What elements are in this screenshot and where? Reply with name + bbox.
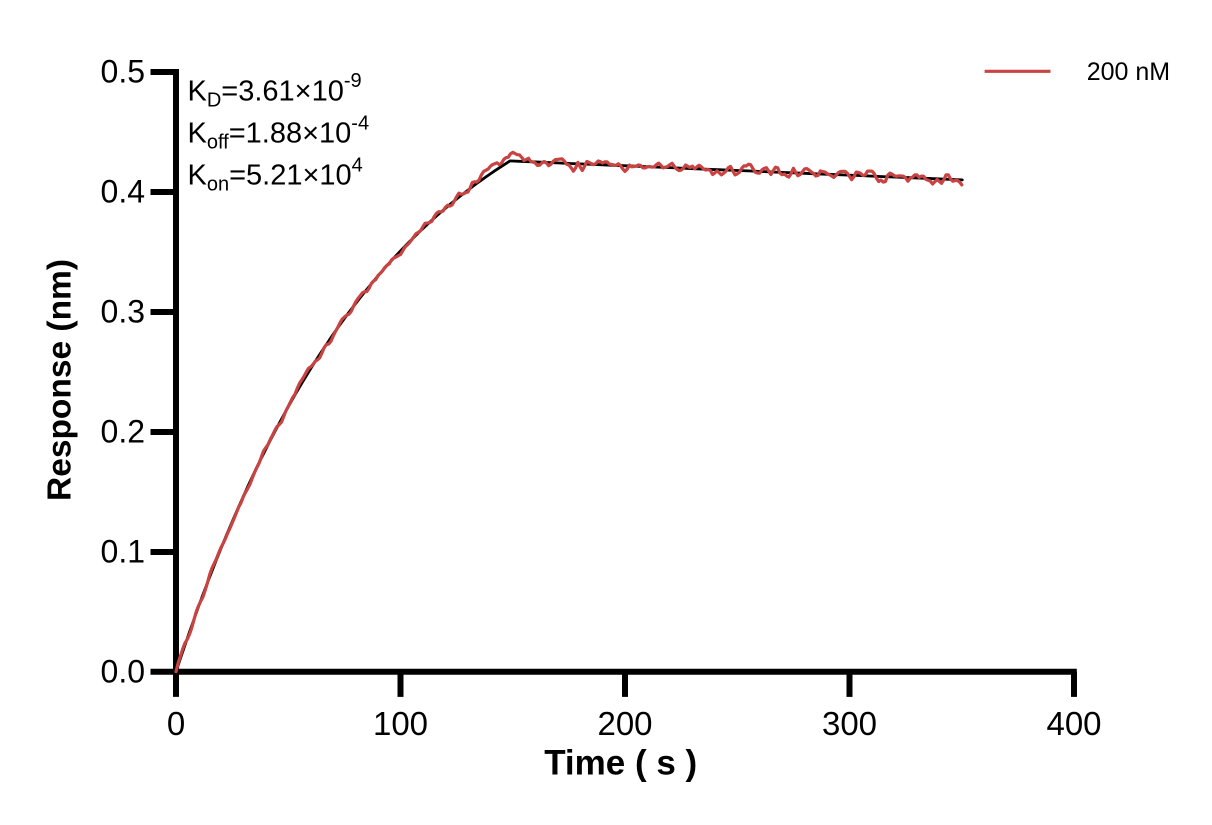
svg-text:0.0: 0.0 bbox=[101, 654, 145, 690]
svg-text:200 nM: 200 nM bbox=[1087, 58, 1170, 86]
svg-text:0.5: 0.5 bbox=[101, 54, 145, 90]
svg-text:0.3: 0.3 bbox=[101, 294, 145, 330]
svg-text:0.2: 0.2 bbox=[101, 414, 145, 450]
svg-text:0: 0 bbox=[167, 705, 185, 742]
svg-text:Kon=5.21×104: Kon=5.21×104 bbox=[188, 155, 363, 196]
svg-text:0.1: 0.1 bbox=[101, 534, 145, 570]
svg-text:300: 300 bbox=[822, 705, 877, 742]
svg-text:400: 400 bbox=[1046, 705, 1101, 742]
svg-text:Koff=1.88×10-4: Koff=1.88×10-4 bbox=[188, 112, 370, 153]
svg-text:100: 100 bbox=[373, 705, 428, 742]
svg-text:Time ( s ): Time ( s ) bbox=[544, 743, 697, 782]
svg-text:0.4: 0.4 bbox=[101, 174, 145, 210]
svg-text:200: 200 bbox=[597, 705, 652, 742]
svg-text:Response (nm): Response (nm) bbox=[41, 259, 78, 501]
